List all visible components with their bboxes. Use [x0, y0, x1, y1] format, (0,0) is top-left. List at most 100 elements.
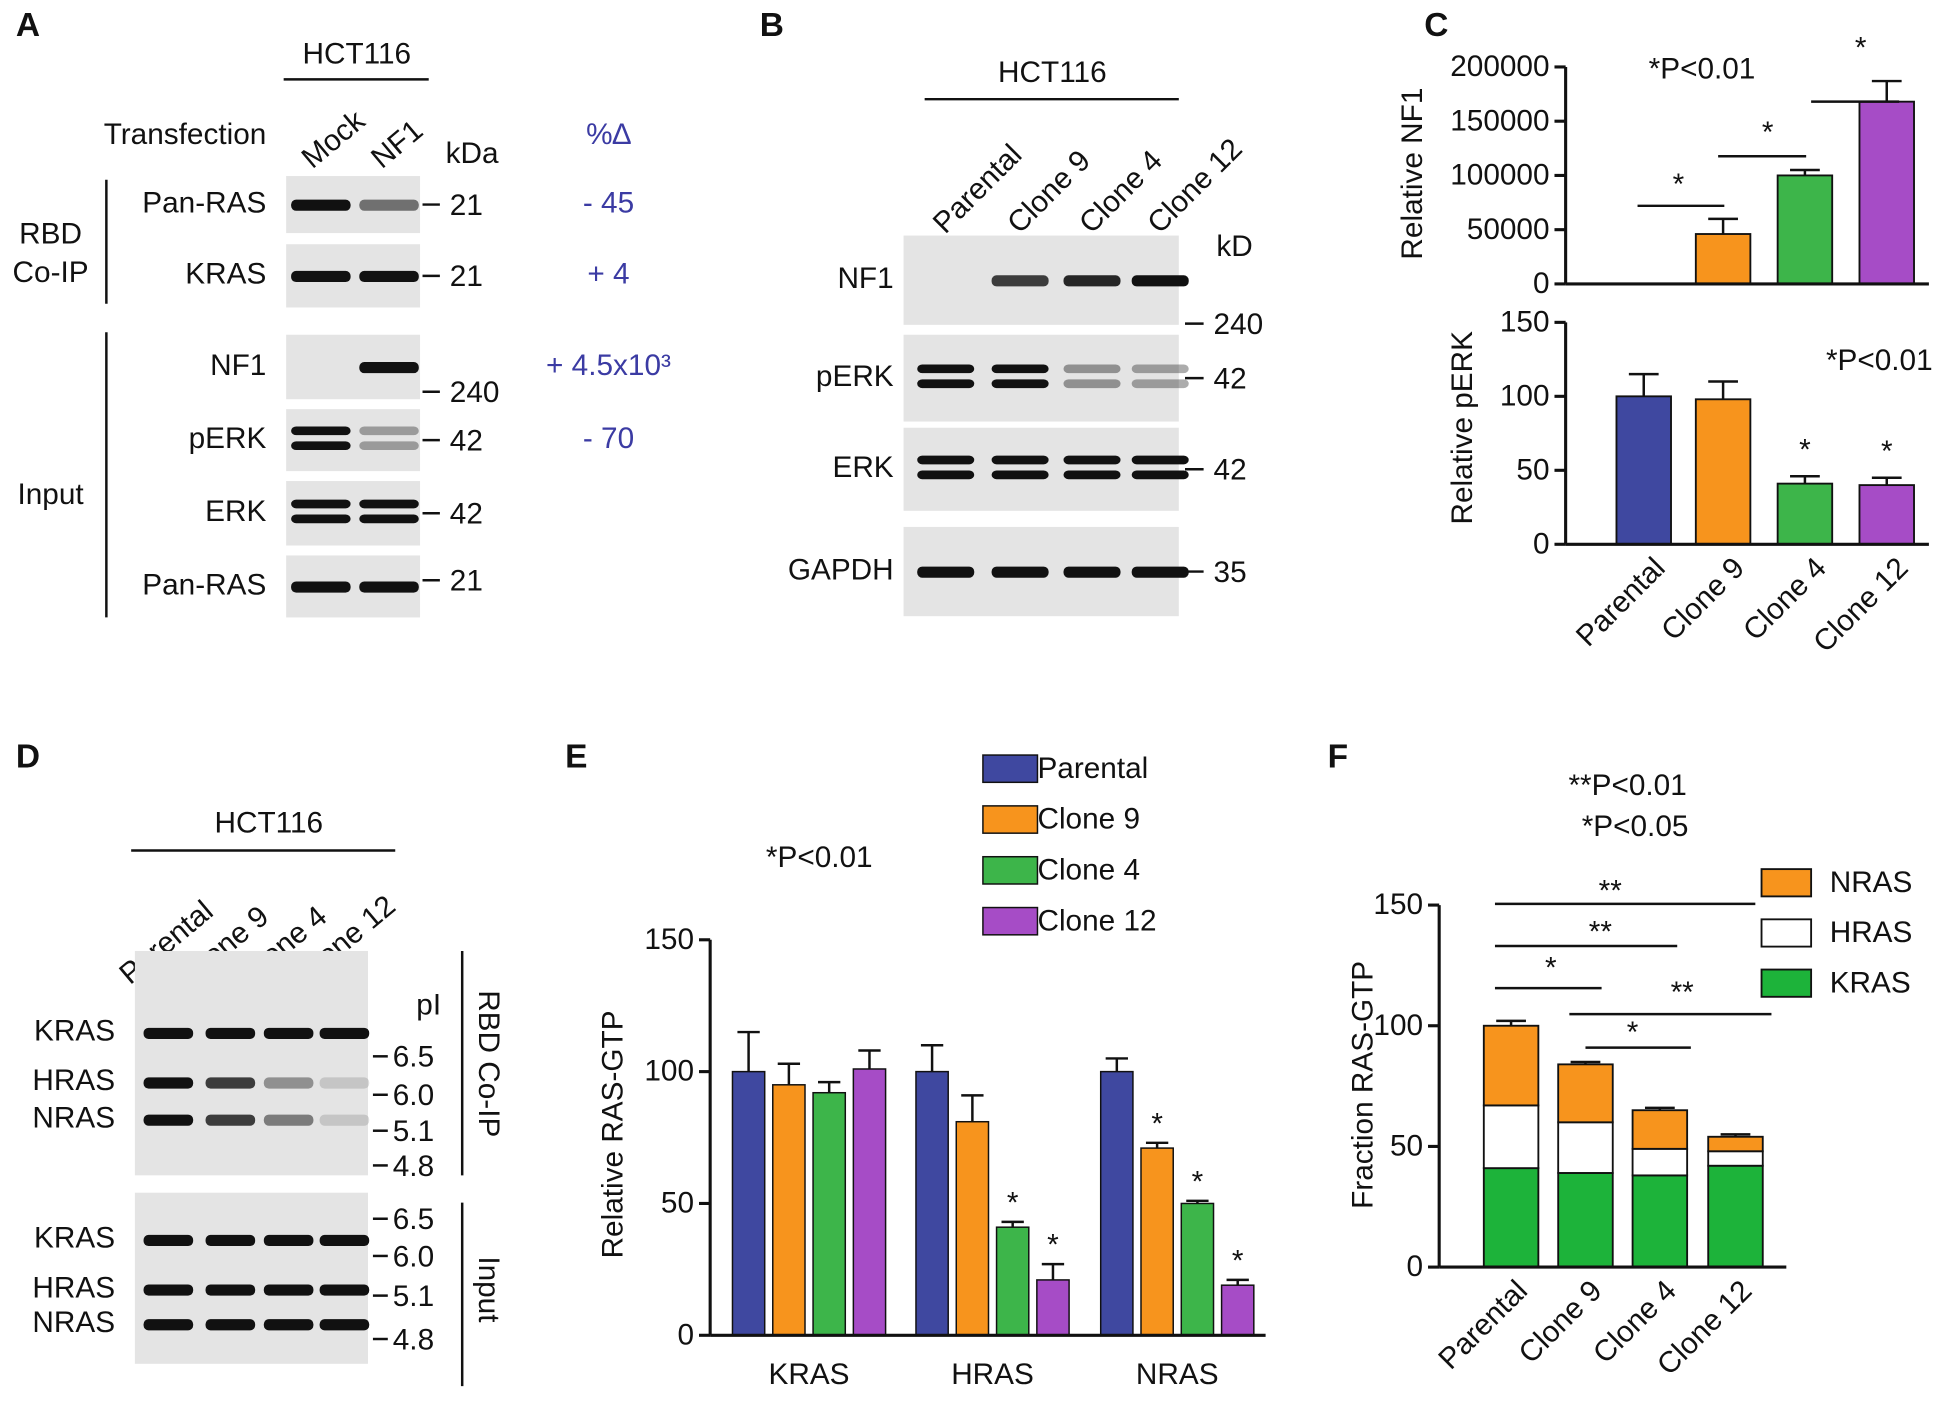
- band: [291, 199, 351, 211]
- marker-label: 21: [450, 565, 483, 598]
- y-tick-label: 50: [1516, 453, 1549, 486]
- y-tick-label: 150000: [1450, 104, 1549, 137]
- x-tick-label: HRAS: [951, 1358, 1034, 1391]
- bar: [772, 1084, 806, 1337]
- legend-label: Clone 4: [1037, 853, 1140, 886]
- band: [319, 1234, 370, 1247]
- protein-label: NF1: [210, 349, 266, 382]
- bar: [915, 1070, 949, 1337]
- group-label: Co-IP: [13, 256, 89, 289]
- bar: [852, 1068, 887, 1337]
- band: [205, 1027, 256, 1039]
- marker-label: 4.8: [393, 1150, 434, 1183]
- band: [143, 1027, 194, 1039]
- band: [143, 1234, 194, 1247]
- legend-label: HRAS: [1830, 916, 1913, 949]
- band: [359, 581, 419, 593]
- y-tick-label: 100: [644, 1055, 694, 1088]
- group-label: Input: [17, 478, 84, 511]
- band: [205, 1234, 256, 1247]
- band: [205, 1077, 256, 1089]
- x-tick-label: Clone 9: [1513, 1274, 1609, 1370]
- legend-swatch: [982, 855, 1039, 885]
- change-label: - 70: [583, 422, 634, 455]
- significance-label: *: [1855, 31, 1867, 64]
- legend-swatch: [982, 805, 1039, 834]
- marker-label: 4.8: [393, 1323, 434, 1356]
- panel-label: B: [760, 7, 784, 44]
- bar-segment: [1482, 1167, 1540, 1269]
- band: [319, 1319, 370, 1331]
- legend-label: Clone 9: [1037, 803, 1140, 836]
- legend-swatch: [1760, 918, 1813, 948]
- significance-label: *: [1047, 1229, 1059, 1262]
- error-bar: [1570, 1060, 1601, 1065]
- band: [1131, 455, 1189, 465]
- significance-label: **: [1599, 875, 1623, 908]
- cell-line: HCT116: [214, 806, 323, 839]
- band: [291, 581, 351, 593]
- band: [359, 270, 419, 283]
- y-tick-label: 150: [644, 923, 694, 956]
- error-bar: [1644, 1106, 1675, 1111]
- band: [1063, 470, 1121, 480]
- x-tick-label: NRAS: [1136, 1358, 1219, 1391]
- band: [1063, 566, 1121, 578]
- protein-label: HRAS: [32, 1064, 115, 1097]
- band: [291, 441, 351, 451]
- marker-label: 6.0: [393, 1079, 434, 1112]
- bar-segment: [1707, 1150, 1764, 1167]
- y-tick-label: 100: [1500, 379, 1550, 412]
- band: [991, 455, 1049, 465]
- legend-swatch: [1760, 868, 1813, 898]
- marker-label: 21: [450, 260, 483, 293]
- band: [291, 499, 351, 509]
- band: [319, 1077, 370, 1089]
- band: [917, 566, 975, 578]
- x-tick-label: Clone 9: [1655, 551, 1751, 647]
- blot: [903, 334, 1179, 422]
- error-bar: [1720, 1133, 1751, 1137]
- band: [263, 1027, 314, 1039]
- legend-label: Parental: [1037, 752, 1148, 785]
- band: [1063, 455, 1121, 465]
- band: [991, 566, 1049, 578]
- band: [359, 514, 419, 524]
- y-tick-label: 100: [1373, 1009, 1423, 1042]
- bar-segment: [1482, 1024, 1540, 1107]
- y-tick-label: 50000: [1467, 213, 1550, 246]
- legend-swatch: [982, 754, 1039, 784]
- bar-segment: [1631, 1109, 1689, 1150]
- cell-line: HCT116: [998, 56, 1107, 89]
- blot: [903, 427, 1179, 511]
- error-bar: [961, 1094, 984, 1122]
- bar: [1036, 1279, 1070, 1337]
- bar-segment: [1557, 1063, 1614, 1124]
- bar: [1776, 482, 1834, 546]
- pi-label: pI: [416, 989, 441, 1022]
- panel-label: D: [16, 739, 40, 776]
- y-axis-label: Relative pERK: [1446, 331, 1479, 525]
- band: [263, 1284, 314, 1296]
- marker-label: 6.0: [393, 1240, 434, 1273]
- blot: [134, 950, 368, 1176]
- y-tick-label: 150: [1373, 888, 1423, 921]
- annotation: *P<0.01: [766, 841, 873, 874]
- band: [319, 1027, 370, 1039]
- marker-label: 42: [1214, 362, 1247, 395]
- bar: [1140, 1147, 1174, 1337]
- y-tick-label: 100000: [1450, 159, 1549, 192]
- error-bar: [1871, 79, 1902, 102]
- protein-label: NRAS: [32, 1101, 115, 1134]
- band: [359, 199, 419, 211]
- error-bar: [1041, 1262, 1065, 1280]
- band: [205, 1284, 256, 1296]
- bar: [1776, 174, 1834, 285]
- bar: [731, 1070, 766, 1337]
- annotation: *P<0.01: [1649, 53, 1756, 86]
- significance-label: *: [1545, 951, 1557, 984]
- error-bar: [920, 1044, 944, 1072]
- marker-label: 240: [1214, 308, 1264, 341]
- bar: [995, 1226, 1030, 1337]
- bar: [1694, 233, 1752, 285]
